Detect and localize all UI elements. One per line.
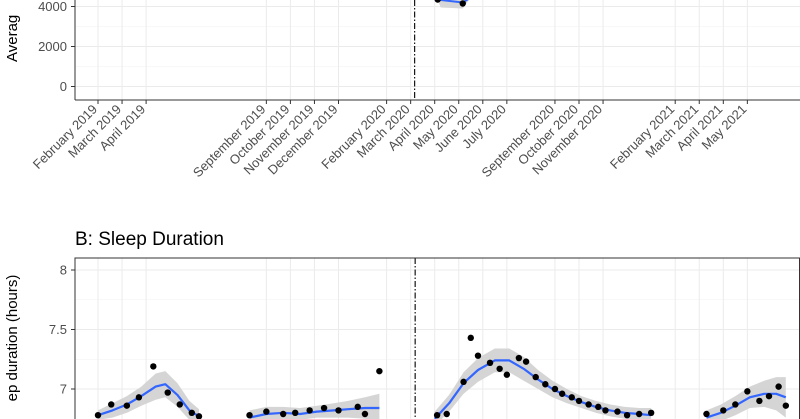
data-point — [585, 401, 592, 408]
data-point — [195, 413, 203, 419]
data-point — [376, 367, 383, 375]
data-point — [135, 394, 143, 401]
data-point — [765, 392, 773, 400]
data-point — [720, 407, 727, 414]
panel-b: B: Sleep Duration 7 7.5 8 ep duration (hours… — [4, 229, 800, 419]
data-point — [532, 373, 539, 381]
data-point — [443, 410, 450, 418]
data-point — [460, 378, 467, 386]
data-point — [246, 411, 253, 419]
data-point — [568, 394, 575, 401]
data-point — [150, 363, 157, 370]
data-point — [459, 0, 466, 7]
data-point — [467, 334, 474, 342]
data-point — [558, 390, 566, 397]
data-point — [108, 401, 115, 408]
data-point — [279, 410, 287, 418]
panel-a-background — [75, 0, 800, 100]
data-point — [595, 403, 602, 411]
y-tick-label: 7.5 — [49, 322, 67, 337]
data-point — [496, 365, 503, 372]
data-point — [623, 411, 631, 419]
smooth-line — [97, 383, 200, 418]
data-point — [292, 409, 299, 416]
data-point — [188, 409, 195, 416]
data-point — [703, 410, 710, 418]
panel-b-background — [75, 258, 800, 419]
panel-b-title: B: Sleep Duration — [75, 229, 224, 250]
y-tick-label: 7 — [60, 382, 67, 397]
data-point — [263, 408, 270, 415]
data-point — [602, 407, 609, 414]
data-point — [551, 385, 559, 393]
data-point — [335, 407, 342, 414]
data-point — [164, 389, 171, 396]
data-point — [732, 401, 739, 408]
y-axis-title: ep duration (hours) — [4, 275, 21, 402]
data-point — [486, 359, 494, 367]
y-tick-label: 2000 — [38, 39, 67, 54]
data-point — [433, 411, 441, 419]
y-tick-label: 8 — [60, 263, 67, 278]
data-point — [635, 410, 643, 418]
data-point — [320, 404, 328, 412]
confidence-band — [706, 377, 786, 419]
data-point — [775, 383, 782, 390]
data-point — [123, 402, 131, 409]
data-point — [94, 411, 102, 419]
data-point — [503, 371, 511, 378]
data-point — [542, 381, 549, 388]
data-point — [647, 409, 655, 416]
data-point — [744, 388, 751, 395]
data-point — [782, 402, 790, 409]
data-point — [361, 410, 369, 418]
y-tick-label: 0 — [60, 79, 67, 94]
data-point — [434, 0, 441, 3]
data-point — [306, 407, 313, 414]
data-point — [176, 401, 183, 408]
data-point — [474, 352, 482, 359]
data-point — [614, 408, 621, 415]
y-axis-title: Averag — [4, 15, 21, 62]
smooth-line — [706, 392, 787, 419]
data-point — [515, 354, 523, 362]
data-point — [354, 403, 361, 411]
data-point — [522, 358, 530, 365]
data-point — [575, 397, 583, 405]
y-tick-label: 4000 — [38, 0, 67, 14]
data-point — [756, 397, 763, 405]
